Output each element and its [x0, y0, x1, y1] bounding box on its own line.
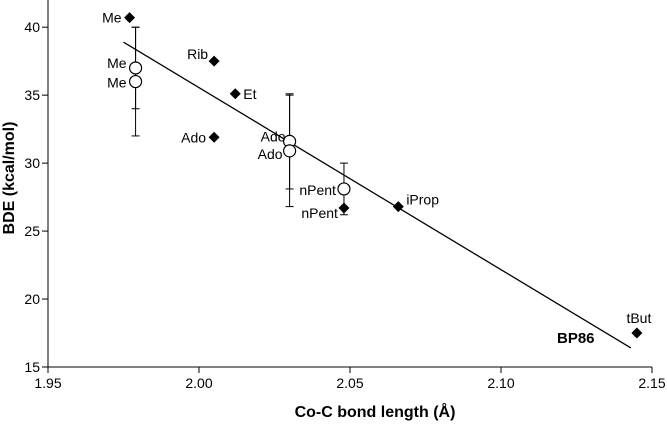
point-label: Ado	[258, 146, 283, 162]
y-tick-label: 25	[24, 223, 40, 239]
x-tick-label: 2.15	[638, 375, 665, 391]
x-axis-title: Co-C bond length (Å)	[295, 402, 456, 421]
circle-point	[337, 182, 351, 196]
regression-line-group	[123, 41, 632, 349]
diamond-point	[392, 201, 404, 213]
y-tick-label: 15	[24, 359, 40, 375]
diamond-point	[338, 202, 350, 214]
y-tick-label: 35	[24, 87, 40, 103]
point-label: nPent	[301, 205, 338, 221]
y-tick-label: 20	[24, 291, 40, 307]
x-tick-label: 2.05	[336, 375, 363, 391]
circle-point	[128, 61, 143, 75]
diamond-point	[208, 131, 220, 143]
diamond-point	[631, 327, 643, 339]
y-axis-title: BDE (kcal/mol)	[1, 122, 18, 235]
point-label: Me	[102, 10, 122, 26]
regression-line	[123, 41, 632, 349]
circle-point	[283, 144, 297, 158]
method-annotation: BP86	[557, 330, 595, 347]
x-tick-label: 2.10	[487, 375, 514, 391]
data-points	[124, 12, 643, 339]
point-label: Me	[107, 55, 127, 71]
x-tick-label: 1.95	[34, 375, 61, 391]
diamond-point	[229, 88, 241, 100]
circle-point	[128, 74, 143, 89]
point-label: Rib	[187, 46, 208, 62]
y-tick-label: 40	[24, 19, 40, 35]
x-tick-label: 2.00	[185, 375, 212, 391]
point-labels: Me Rib Et Ado nPent iProp tBut Me Me Ado Ado nPent	[102, 10, 651, 326]
point-label: tBut	[626, 310, 651, 326]
y-tick-label: 30	[24, 155, 40, 171]
plot-frame	[47, 0, 652, 368]
point-label: Et	[243, 86, 256, 102]
point-label: Ado	[261, 128, 286, 144]
point-label: nPent	[299, 182, 336, 198]
diamond-point	[124, 12, 136, 24]
diamond-point	[208, 55, 220, 67]
x-axis-ticks: 1.95 2.00 2.05 2.10 2.15	[34, 367, 666, 391]
point-label: Me	[107, 75, 127, 91]
point-label: iProp	[406, 192, 439, 208]
point-label: Ado	[181, 129, 206, 145]
y-axis-ticks: 15 20 25 30 35 40	[24, 19, 48, 375]
